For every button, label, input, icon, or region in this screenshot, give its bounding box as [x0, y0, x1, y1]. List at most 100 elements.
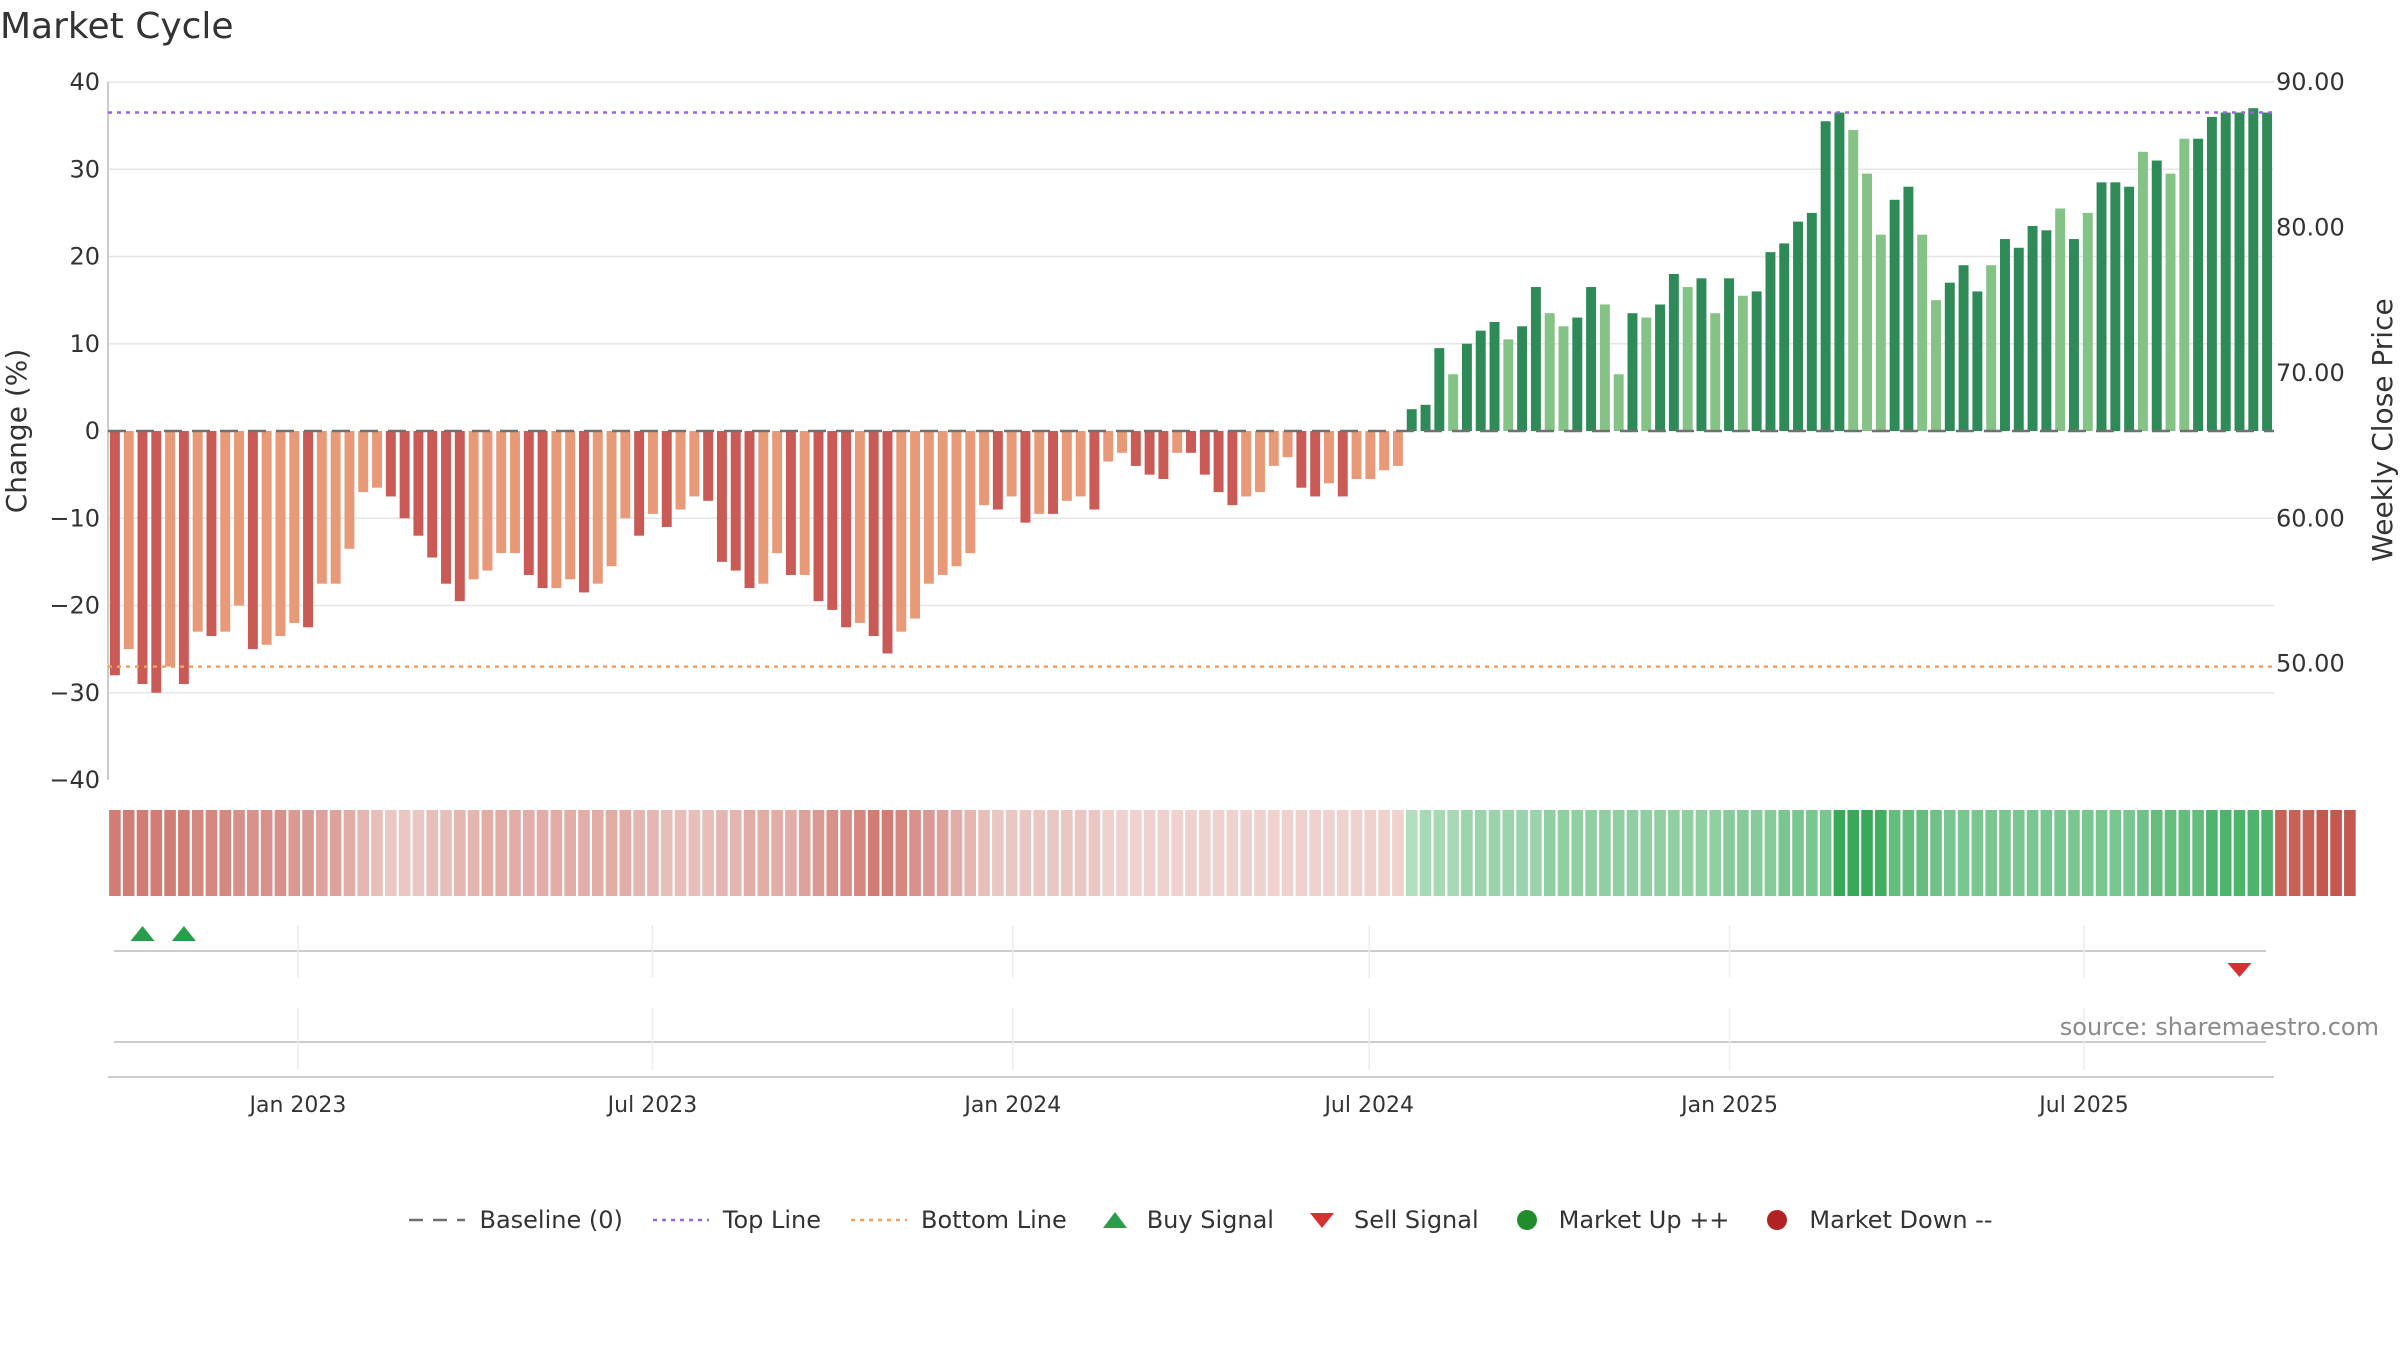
bar [579, 431, 589, 593]
heat-strip-cell [854, 810, 866, 896]
bar [537, 431, 548, 589]
heat-strip-cell [191, 810, 204, 896]
bar [1517, 326, 1528, 431]
bar [1820, 121, 1831, 431]
heat-strip-cell [1888, 810, 1901, 896]
heat-strip-cell [1957, 810, 1970, 896]
bar [1255, 431, 1265, 493]
bar [1751, 291, 1762, 431]
heat-strip-cell [2178, 810, 2191, 896]
bar [1875, 234, 1886, 431]
y2-tick-label: 50.00 [2276, 650, 2345, 678]
heat-strip-cell [1199, 810, 1211, 896]
heat-strip-cell [2109, 810, 2122, 896]
heat-strip-cell [674, 810, 687, 896]
heat-strip-cell [1061, 810, 1073, 896]
y2-tick-label: 70.00 [2276, 359, 2345, 387]
heat-strip-cell [2261, 810, 2273, 896]
heat-strip-cell [1309, 810, 1321, 896]
bar [1627, 313, 1638, 431]
heat-strip-cell [1447, 810, 1459, 896]
heat-strip-cell [509, 810, 521, 896]
bar [1793, 221, 1803, 431]
heat-strip-cell [1116, 810, 1128, 896]
heat-strip-cell [1557, 810, 1570, 896]
bar [109, 431, 120, 676]
bar [1296, 431, 1307, 488]
heat-strip-cell [2081, 810, 2094, 896]
heat-strip-cell [1626, 810, 1639, 896]
bar [2262, 112, 2273, 431]
bar [1972, 291, 1983, 431]
bar [1144, 431, 1155, 475]
heat-strip-cell [743, 810, 756, 896]
bar [454, 431, 465, 602]
heat-strip-cell [840, 810, 852, 896]
heat-strip-cell [1750, 810, 1763, 896]
heat-strip-cell [2344, 810, 2356, 896]
heat-strip-cell [757, 810, 770, 896]
heat-strip-cell [495, 810, 507, 896]
heat-strip-cell [1695, 810, 1708, 896]
bar [206, 431, 217, 637]
bar [496, 431, 507, 554]
y-tick-label: −40 [49, 766, 100, 794]
bar [689, 431, 700, 497]
heat-strip-cell [1723, 810, 1735, 896]
bar [923, 431, 934, 584]
heat-strip-cell [302, 810, 314, 896]
legend-symbol [851, 1218, 908, 1222]
heat-strip-cell [1185, 810, 1197, 896]
bar [413, 431, 424, 536]
bar [841, 431, 852, 628]
legend-symbol [1767, 1210, 1788, 1230]
bar [2137, 151, 2148, 432]
bar [772, 431, 783, 554]
bar [565, 431, 576, 580]
legend-item: Sell Signal [1302, 1206, 1479, 1234]
bar [2193, 138, 2204, 431]
bar [1944, 282, 1955, 431]
legend-label: Market Up ++ [1558, 1206, 1730, 1234]
heat-strip-cell [1585, 810, 1597, 896]
bar [427, 431, 438, 558]
heat-strip-cell [578, 810, 590, 896]
heat-strip-cell [2275, 810, 2287, 896]
bar [2013, 247, 2024, 431]
bar [716, 431, 727, 562]
legend-symbol [1102, 1212, 1127, 1228]
bar [247, 431, 258, 650]
heat-strip-cell [178, 810, 190, 896]
bar [137, 431, 148, 685]
bar [951, 431, 962, 567]
y-tick-label: 20 [69, 243, 100, 271]
bar [675, 431, 686, 510]
heat-strip-cell [1267, 810, 1280, 896]
bar [2220, 112, 2231, 431]
legend-symbol [409, 1218, 466, 1222]
heat-strip-cell [964, 810, 977, 896]
bar [1917, 234, 1928, 431]
heat-strip-cell [2247, 810, 2260, 896]
bar [1103, 431, 1114, 462]
heat-strip-cell [1764, 810, 1777, 896]
bar [592, 431, 603, 584]
heat-strip-cell [1930, 810, 1942, 896]
bar [1117, 431, 1127, 453]
heat-strip-cell [1405, 810, 1418, 896]
heat-strip-cell [1240, 810, 1252, 896]
bar [1448, 374, 1459, 431]
heat-strip-cell [1571, 810, 1584, 896]
bar [510, 431, 520, 554]
heat-strip-cell [454, 810, 466, 896]
heat-strip-cell [550, 810, 563, 896]
heat-strip-cell [1378, 810, 1390, 896]
bar [1710, 313, 1721, 431]
heat-strip-cell [536, 810, 549, 896]
bar [1599, 304, 1610, 431]
heat-strip-cell [895, 810, 908, 896]
heat-strip-cell [812, 810, 825, 896]
heat-strip-cell [591, 810, 604, 896]
bar [1365, 431, 1376, 479]
bar [2096, 182, 2107, 431]
